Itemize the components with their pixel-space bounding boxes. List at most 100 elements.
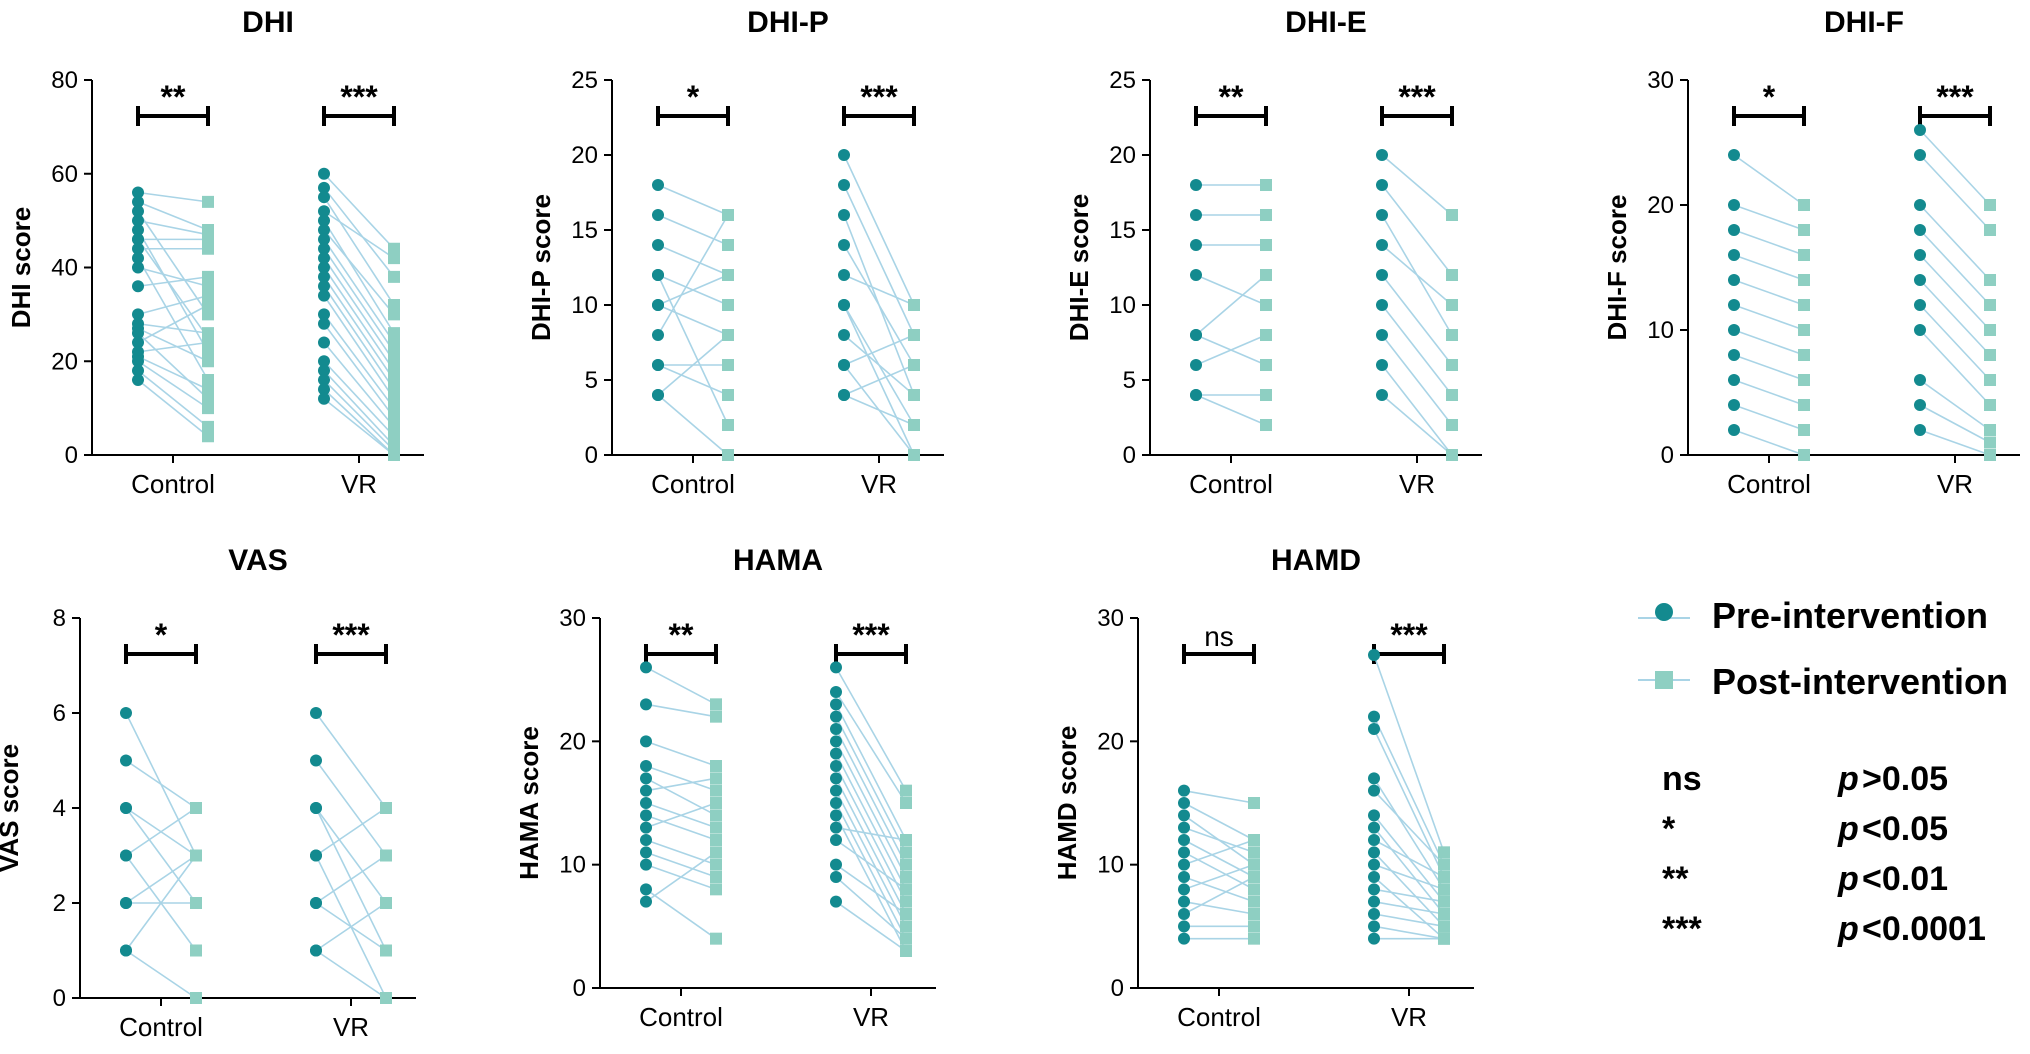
significance-key: ns p >0.05 * p <0.05 ** p <0.01 *** p <0… xyxy=(1662,760,1986,948)
pre-point xyxy=(1376,269,1388,281)
pair-line xyxy=(645,777,717,817)
key-p-1: p xyxy=(1837,810,1859,848)
significance-bracket xyxy=(1182,644,1256,664)
x-category-label: VR xyxy=(341,469,377,499)
post-point xyxy=(710,932,722,945)
pre-point xyxy=(318,233,330,246)
post-point xyxy=(388,355,400,368)
post-point xyxy=(1260,239,1272,251)
pre-point xyxy=(310,944,322,957)
post-point xyxy=(1446,389,1458,401)
post-point xyxy=(1260,269,1272,281)
pre-point xyxy=(640,883,652,896)
pair-line xyxy=(137,341,209,353)
pre-point xyxy=(640,809,652,822)
pair-line xyxy=(1919,154,1991,231)
pre-point xyxy=(640,821,652,834)
key-p-2: p xyxy=(1837,860,1859,898)
pair-line xyxy=(657,304,729,336)
post-point xyxy=(202,383,214,396)
y-tick-label: 0 xyxy=(1661,442,1674,469)
post-point xyxy=(1446,329,1458,341)
pre-point xyxy=(310,897,322,909)
pair-line xyxy=(835,901,907,952)
pre-point xyxy=(640,698,652,711)
post-point xyxy=(202,345,214,358)
pair-line xyxy=(1373,888,1445,903)
pre-point xyxy=(652,209,664,221)
pre-point xyxy=(310,849,322,862)
post-point xyxy=(190,992,202,1004)
post-point xyxy=(1984,349,1996,361)
pre-point xyxy=(830,710,842,723)
pair-line xyxy=(1373,913,1445,928)
pair-line xyxy=(835,703,907,841)
pair-line xyxy=(1373,900,1445,915)
pair-line xyxy=(657,274,729,306)
post-point xyxy=(388,383,400,396)
pre-point xyxy=(1178,932,1190,945)
pair-line xyxy=(835,814,907,952)
significance-label: *** xyxy=(860,79,898,115)
post-point xyxy=(1446,359,1458,371)
post-point xyxy=(722,419,734,431)
pre-point xyxy=(318,383,330,396)
pair-line xyxy=(657,244,729,276)
pair-line xyxy=(1183,900,1255,915)
post-point xyxy=(710,846,722,859)
post-point xyxy=(1248,834,1260,846)
pair-line xyxy=(1733,404,1805,431)
post-point xyxy=(1446,209,1458,221)
significance-bracket xyxy=(1194,106,1268,126)
pair-line xyxy=(1195,394,1267,426)
post-point xyxy=(908,359,920,371)
pre-point xyxy=(640,661,652,674)
pair-line xyxy=(137,210,209,315)
post-point xyxy=(722,329,734,341)
post-point xyxy=(202,195,214,208)
post-point xyxy=(1984,299,1996,311)
pre-point xyxy=(640,895,652,908)
y-tick-label: 15 xyxy=(571,217,598,244)
pre-point xyxy=(120,754,132,767)
pre-point xyxy=(318,336,330,349)
pair-line xyxy=(137,379,209,437)
pre-point xyxy=(1368,784,1380,797)
pre-point xyxy=(652,269,664,281)
pair-line xyxy=(323,238,395,343)
pre-point xyxy=(640,797,652,809)
y-tick-label: 10 xyxy=(1097,852,1124,879)
pair-line xyxy=(1195,334,1267,366)
pre-point xyxy=(830,871,842,883)
panel-title: HAMA xyxy=(733,544,823,577)
post-point xyxy=(388,411,400,424)
post-point xyxy=(388,327,400,340)
pre-point xyxy=(1914,249,1926,261)
pre-point xyxy=(1190,359,1202,371)
post-point xyxy=(1248,932,1260,945)
x-category-label: Control xyxy=(1189,469,1273,499)
post-point xyxy=(388,374,400,386)
pair-line xyxy=(125,807,197,857)
pre-point xyxy=(318,191,330,204)
post-point xyxy=(388,364,400,377)
pair-line xyxy=(137,370,209,428)
pair-line xyxy=(323,229,395,315)
y-tick-label: 0 xyxy=(53,985,66,1012)
x-category-label: Control xyxy=(119,1012,203,1042)
y-tick-label: 5 xyxy=(585,367,598,394)
pair-line xyxy=(137,257,209,381)
post-point xyxy=(1798,274,1810,286)
pre-point xyxy=(830,772,842,785)
pre-point xyxy=(1190,329,1202,341)
pre-point xyxy=(1728,424,1740,436)
pre-point xyxy=(318,289,330,302)
pair-line xyxy=(645,765,717,792)
pair-line xyxy=(657,214,729,336)
pair-line xyxy=(315,712,387,809)
post-point xyxy=(1984,224,1996,236)
post-point xyxy=(1260,299,1272,311)
pair-line xyxy=(315,807,387,904)
pair-line xyxy=(843,334,915,366)
